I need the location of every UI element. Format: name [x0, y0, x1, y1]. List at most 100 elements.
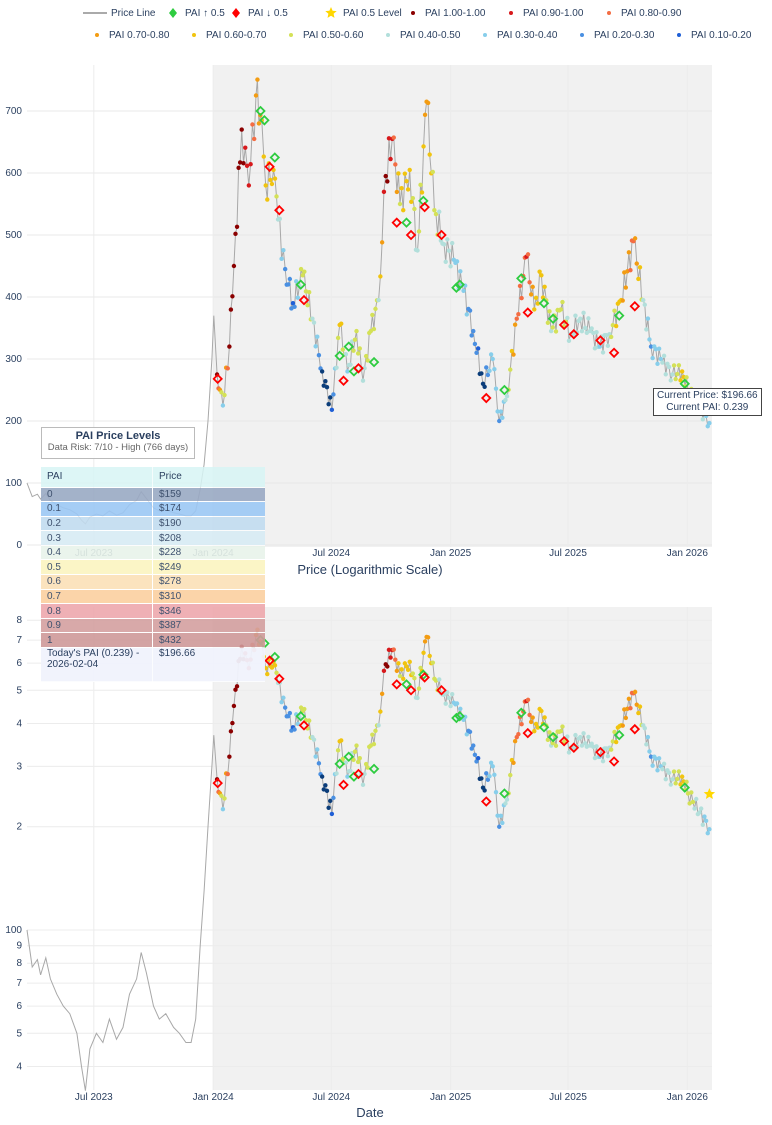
levels-footer-row: Today's PAI (0.239) - 2026-02-04 $196.66: [41, 647, 265, 683]
legend-item[interactable]: PAI 0.50-0.60: [289, 30, 364, 41]
pai-point: [498, 409, 503, 414]
legend-item[interactable]: PAI 0.60-0.70: [192, 30, 267, 41]
legend-item[interactable]: PAI ↑ 0.5: [169, 8, 225, 19]
pai-point: [553, 329, 559, 334]
legend-item[interactable]: PAI 0.90-1.00: [509, 8, 584, 19]
pai-point: [594, 330, 599, 335]
pai-point: [386, 136, 392, 141]
legend-item[interactable]: PAI 0.80-0.90: [607, 8, 682, 19]
legend-item[interactable]: PAI 0.40-0.50: [386, 30, 461, 41]
pai-point: [410, 195, 416, 201]
pai-point: [504, 394, 510, 399]
pai-point: [281, 695, 286, 700]
x-tick-label: Jul 2023: [75, 1092, 113, 1103]
legend-item[interactable]: PAI 0.20-0.30: [580, 30, 655, 41]
pai-point: [634, 261, 639, 266]
pai-point: [698, 806, 704, 811]
levels-row: 0 $159: [41, 487, 265, 503]
pai-point: [578, 316, 583, 321]
pai-point: [550, 325, 555, 330]
pai-point: [514, 316, 519, 321]
pai-point: [376, 723, 381, 728]
pai-point: [533, 721, 539, 727]
pai-point: [241, 161, 246, 166]
pai-point: [528, 719, 534, 725]
star-legend-icon: [325, 7, 337, 18]
pai-up-signal-marker: [368, 356, 380, 368]
pai-point: [371, 326, 377, 332]
pai-point: [298, 266, 304, 272]
dot-legend-icon: [386, 33, 390, 37]
legend-item[interactable]: Price Line: [83, 8, 156, 19]
pai-point: [231, 703, 237, 709]
pai-down-signal-marker: [480, 796, 492, 807]
legend-item[interactable]: PAI 0.5 Level: [325, 7, 402, 19]
pai-point: [234, 224, 240, 229]
legend-item[interactable]: PAI ↓ 0.5: [232, 8, 288, 19]
legend-item[interactable]: PAI 0.30-0.40: [483, 30, 558, 41]
pai-up-signal-marker: [255, 105, 266, 117]
pai-point: [613, 323, 619, 329]
pai-point: [381, 189, 387, 195]
legend-item[interactable]: PAI 0.70-0.80: [95, 30, 170, 41]
pai-point: [410, 671, 416, 676]
pai-point: [256, 121, 262, 126]
pai-point: [660, 767, 665, 772]
pai-point: [227, 754, 232, 759]
pai-point: [702, 814, 707, 819]
pai-point: [623, 715, 629, 721]
levels-title: PAI Price Levels: [75, 430, 161, 442]
pai-up-signal-marker: [334, 758, 345, 770]
pai-point: [565, 315, 570, 321]
pai-up-signal-marker: [295, 279, 307, 290]
pai-point: [697, 810, 702, 815]
legend-label: Price Line: [111, 8, 156, 19]
pai-point: [255, 77, 260, 82]
legend-label: PAI 0.50-0.60: [303, 30, 364, 41]
pai-point: [678, 378, 683, 383]
pai-up-signal-marker: [547, 731, 559, 743]
pai-point: [461, 288, 466, 293]
pai-point: [498, 813, 503, 818]
pai-up-signal-marker: [679, 378, 691, 390]
pai-point: [512, 738, 518, 744]
pai-point: [663, 372, 668, 377]
pai-point: [295, 295, 301, 300]
pai-point: [488, 352, 494, 357]
pai-point: [650, 763, 655, 768]
pai-point: [379, 240, 385, 245]
pai-point: [248, 161, 253, 167]
pai-point: [443, 701, 448, 706]
pai-point: [707, 420, 712, 426]
levels-header-row: PAI Price: [41, 467, 265, 488]
levels-row: 0.3 $208: [41, 530, 265, 546]
y-tick-label: 6: [16, 1001, 22, 1012]
levels-row: 1 $432: [41, 632, 265, 649]
legend-item[interactable]: PAI 1.00-1.00: [411, 8, 486, 19]
pai-point: [446, 248, 452, 253]
pai-up-signal-marker: [613, 310, 625, 321]
pai-point: [471, 328, 476, 334]
pai-point: [517, 283, 523, 289]
pai-point: [404, 178, 409, 184]
pai-point: [626, 696, 632, 702]
legend-item[interactable]: PAI 0.10-0.20: [677, 30, 752, 41]
pai-point: [530, 284, 535, 290]
pai-point: [335, 748, 341, 753]
pai-point: [632, 236, 638, 241]
pai-down-signal-marker: [274, 204, 285, 216]
pai-point: [648, 754, 654, 759]
pai-point: [222, 392, 227, 398]
pai-point: [282, 266, 288, 272]
pai-point: [250, 122, 255, 127]
pai-point: [427, 152, 432, 157]
pai-point: [467, 308, 473, 313]
pai-point: [228, 307, 234, 312]
pai-point: [328, 395, 333, 400]
pai-point: [642, 726, 647, 731]
pai-point: [230, 294, 235, 299]
pai-point: [331, 795, 336, 801]
pai-point: [421, 650, 426, 656]
pai-point: [394, 668, 400, 674]
